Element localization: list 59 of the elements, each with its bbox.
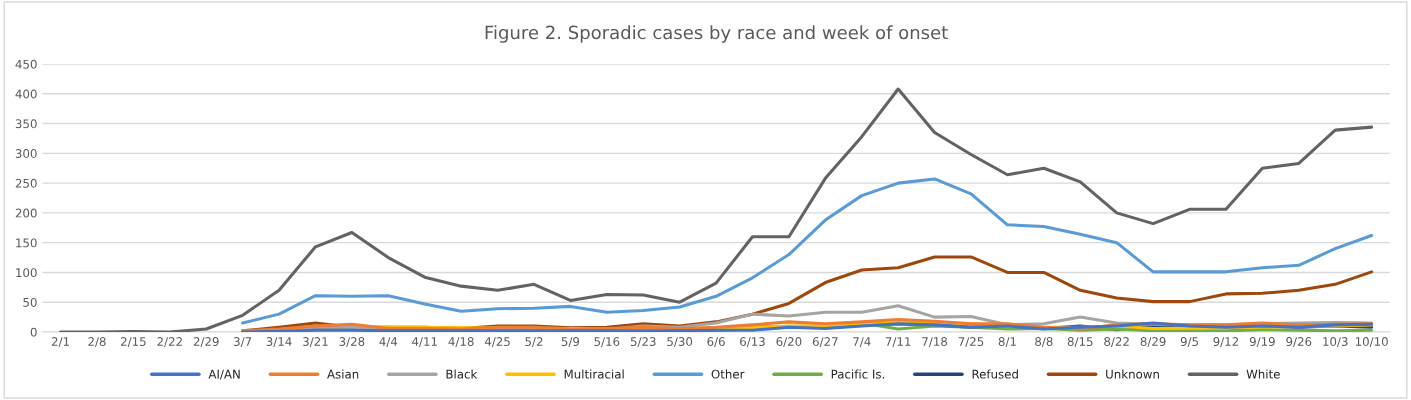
legend-label: White bbox=[1246, 369, 1280, 379]
legend-label: Other bbox=[711, 369, 745, 379]
y-tick-label: 0 bbox=[30, 327, 37, 337]
x-tick-label: 8/8 bbox=[1035, 337, 1053, 347]
legend-label: Multiracial bbox=[564, 369, 624, 379]
x-tick-label: 2/15 bbox=[120, 337, 146, 347]
x-tick-label: 6/6 bbox=[707, 337, 725, 347]
x-tick-label: 5/16 bbox=[594, 337, 620, 347]
x-tick-label: 4/4 bbox=[379, 337, 398, 347]
x-tick-label: 8/22 bbox=[1104, 337, 1129, 347]
x-tick-label: 4/11 bbox=[412, 337, 437, 347]
y-tick-label: 400 bbox=[15, 89, 37, 99]
x-tick-label: 2/1 bbox=[51, 337, 69, 347]
x-tick-label: 5/2 bbox=[525, 337, 543, 347]
x-tick-label: 3/28 bbox=[339, 337, 365, 347]
legend-label: Asian bbox=[327, 369, 359, 379]
y-tick-label: 200 bbox=[15, 208, 37, 218]
x-tick-label: 5/9 bbox=[561, 337, 580, 347]
x-tick-label: 8/1 bbox=[998, 337, 1016, 347]
x-tick-label: 3/21 bbox=[303, 337, 328, 347]
y-tick-label: 300 bbox=[15, 149, 37, 158]
x-tick-label: 4/25 bbox=[484, 337, 510, 347]
x-tick-label: 7/25 bbox=[958, 337, 984, 347]
x-tick-label: 9/26 bbox=[1286, 337, 1312, 347]
x-tick-label: 6/13 bbox=[740, 337, 765, 347]
x-tick-label: 7/4 bbox=[853, 337, 871, 347]
x-tick-label: 7/18 bbox=[922, 337, 948, 347]
x-tick-label: 9/19 bbox=[1249, 337, 1275, 347]
x-tick-label: 2/22 bbox=[157, 337, 182, 347]
legend-label: Unknown bbox=[1106, 369, 1159, 379]
y-tick-label: 250 bbox=[15, 178, 37, 188]
legend-label: Black bbox=[446, 369, 478, 379]
x-tick-label: 7/11 bbox=[885, 337, 911, 347]
legend-label: Pacific Is. bbox=[831, 369, 885, 379]
y-tick-label: 50 bbox=[23, 297, 37, 307]
x-tick-label: 2/8 bbox=[88, 337, 106, 347]
x-tick-label: 8/15 bbox=[1067, 337, 1093, 347]
chart-title: Figure 2. Sporadic cases by race and week of onset bbox=[485, 25, 948, 43]
line-series bbox=[59, 87, 1374, 332]
x-tick-label: 9/12 bbox=[1213, 337, 1239, 347]
x-tick-label: 5/23 bbox=[630, 337, 656, 347]
x-tick-label: 9/5 bbox=[1180, 337, 1198, 347]
x-tick-label: 6/20 bbox=[776, 337, 802, 347]
y-tick-label: 450 bbox=[15, 59, 37, 69]
y-tick-label: 150 bbox=[16, 238, 37, 248]
x-tick-label: 8/29 bbox=[1140, 337, 1166, 347]
y-tick-label: 100 bbox=[16, 268, 37, 278]
y-tick-label: 350 bbox=[15, 119, 37, 129]
x-tick-label: 5/30 bbox=[667, 337, 693, 347]
x-tick-label: 10/10 bbox=[1355, 337, 1388, 347]
line-series bbox=[241, 177, 1374, 325]
x-tick-label: 6/27 bbox=[812, 337, 838, 347]
x-tick-label: 3/14 bbox=[266, 337, 292, 347]
x-tick-label: 4/18 bbox=[448, 337, 474, 347]
legend-label: Refused bbox=[972, 369, 1018, 379]
x-tick-label: 10/3 bbox=[1323, 337, 1348, 347]
legend-label: AI/AN bbox=[208, 369, 240, 380]
x-tick-label: 3/7 bbox=[234, 337, 252, 347]
x-tick-label: 2/29 bbox=[193, 337, 219, 347]
